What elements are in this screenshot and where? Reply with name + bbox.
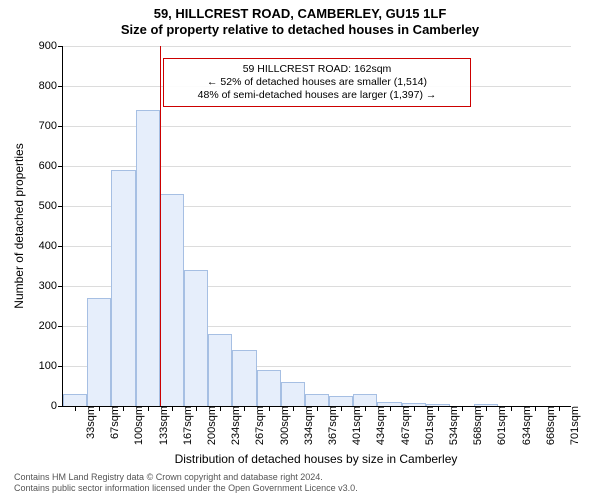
histogram-bar: [111, 170, 135, 406]
xtick-label: 334sqm: [297, 406, 315, 445]
xtick-label: 167sqm: [176, 406, 194, 445]
ytick-label: 300: [39, 280, 63, 292]
histogram-bar: [184, 270, 208, 406]
histogram-bar: [353, 394, 377, 406]
x-axis-label: Distribution of detached houses by size …: [62, 452, 570, 466]
footer-line: Contains public sector information licen…: [14, 483, 358, 494]
xtick-label: 701sqm: [563, 406, 581, 445]
xtick-mark: [123, 406, 124, 411]
highlight-line: [160, 46, 161, 406]
xtick-label: 401sqm: [345, 406, 363, 445]
histogram-bar: [232, 350, 256, 406]
chart-title-line1: 59, HILLCREST ROAD, CAMBERLEY, GU15 1LF: [0, 6, 600, 21]
footer-line: Contains HM Land Registry data © Crown c…: [14, 472, 358, 483]
xtick-label: 467sqm: [394, 406, 412, 445]
chart-title-line2: Size of property relative to detached ho…: [0, 22, 600, 37]
ytick-label: 700: [39, 120, 63, 132]
ytick-label: 800: [39, 80, 63, 92]
xtick-label: 234sqm: [224, 406, 242, 445]
xtick-mark: [148, 406, 149, 411]
xtick-mark: [220, 406, 221, 411]
xtick-label: 668sqm: [539, 406, 557, 445]
ytick-label: 0: [51, 400, 63, 412]
callout-line: 48% of semi-detached houses are larger (…: [172, 89, 462, 102]
histogram-bar: [63, 394, 87, 406]
plot-area: 59 HILLCREST ROAD: 162sqm ← 52% of detac…: [62, 46, 571, 407]
xtick-mark: [365, 406, 366, 411]
xtick-mark: [172, 406, 173, 411]
xtick-mark: [438, 406, 439, 411]
xtick-mark: [462, 406, 463, 411]
xtick-label: 100sqm: [127, 406, 145, 445]
xtick-mark: [559, 406, 560, 411]
chart-container: { "title_line1": "59, HILLCREST ROAD, CA…: [0, 0, 600, 500]
histogram-bar: [208, 334, 232, 406]
xtick-label: 33sqm: [79, 406, 97, 439]
ytick-label: 100: [39, 360, 63, 372]
gridline: [63, 46, 571, 47]
callout-box: 59 HILLCREST ROAD: 162sqm ← 52% of detac…: [163, 58, 471, 107]
callout-line: 59 HILLCREST ROAD: 162sqm: [172, 63, 462, 76]
xtick-label: 568sqm: [466, 406, 484, 445]
xtick-label: 367sqm: [321, 406, 339, 445]
xtick-mark: [317, 406, 318, 411]
xtick-mark: [414, 406, 415, 411]
xtick-label: 434sqm: [369, 406, 387, 445]
xtick-mark: [535, 406, 536, 411]
xtick-label: 200sqm: [200, 406, 218, 445]
xtick-mark: [196, 406, 197, 411]
ytick-label: 900: [39, 40, 63, 52]
xtick-mark: [244, 406, 245, 411]
xtick-label: 300sqm: [273, 406, 291, 445]
xtick-mark: [293, 406, 294, 411]
xtick-mark: [486, 406, 487, 411]
xtick-label: 267sqm: [248, 406, 266, 445]
histogram-bar: [329, 396, 353, 406]
histogram-bar: [257, 370, 281, 406]
ytick-label: 200: [39, 320, 63, 332]
histogram-bar: [305, 394, 329, 406]
xtick-label: 601sqm: [490, 406, 508, 445]
xtick-label: 67sqm: [103, 406, 121, 439]
xtick-mark: [341, 406, 342, 411]
xtick-label: 634sqm: [515, 406, 533, 445]
xtick-label: 501sqm: [418, 406, 436, 445]
ytick-label: 500: [39, 200, 63, 212]
histogram-bar: [281, 382, 305, 406]
xtick-mark: [99, 406, 100, 411]
xtick-label: 534sqm: [442, 406, 460, 445]
xtick-mark: [390, 406, 391, 411]
footer-attribution: Contains HM Land Registry data © Crown c…: [14, 472, 358, 494]
xtick-mark: [511, 406, 512, 411]
histogram-bar: [87, 298, 111, 406]
ytick-label: 600: [39, 160, 63, 172]
xtick-mark: [75, 406, 76, 411]
y-axis-label: Number of detached properties: [12, 61, 26, 226]
histogram-bar: [160, 194, 184, 406]
ytick-label: 400: [39, 240, 63, 252]
xtick-mark: [269, 406, 270, 411]
callout-line: ← 52% of detached houses are smaller (1,…: [172, 76, 462, 89]
histogram-bar: [136, 110, 160, 406]
xtick-label: 133sqm: [152, 406, 170, 445]
